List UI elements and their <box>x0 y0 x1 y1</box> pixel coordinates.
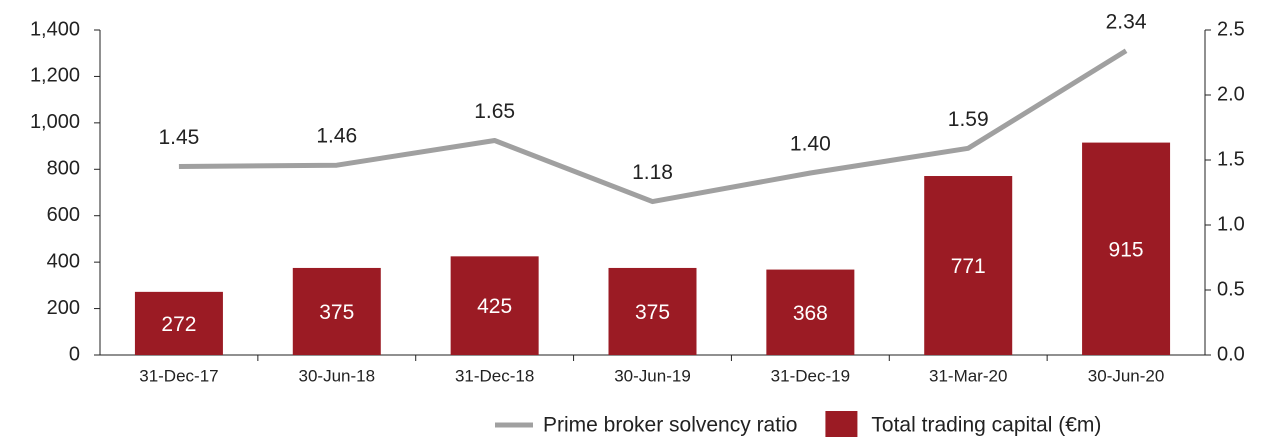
line-label: 1.40 <box>790 133 831 156</box>
x-tick-label: 31-Dec-17 <box>139 366 218 385</box>
legend-label: Total trading capital (€m) <box>871 414 1101 437</box>
bar <box>608 267 697 355</box>
y2-tick-label: 0.5 <box>1217 278 1245 300</box>
x-tick-label: 31-Dec-18 <box>455 366 534 385</box>
line-label: 1.65 <box>474 100 515 123</box>
bar-label: 425 <box>477 295 512 318</box>
bar-label: 272 <box>161 313 196 336</box>
y2-tick-label: 1.5 <box>1217 148 1245 170</box>
bar <box>134 291 223 355</box>
y2-tick-label: 2.5 <box>1217 18 1245 40</box>
y-tick-label: 1,000 <box>30 111 80 133</box>
bar-label: 375 <box>635 301 670 324</box>
line-label: 1.18 <box>632 161 673 184</box>
legend-label: Prime broker solvency ratio <box>543 414 797 437</box>
x-tick-label: 31-Dec-19 <box>771 366 850 385</box>
y-tick-label: 800 <box>47 158 80 180</box>
bar <box>924 176 1013 355</box>
x-tick-label: 30-Jun-19 <box>614 366 691 385</box>
y-tick-label: 600 <box>47 204 80 226</box>
line-label: 1.46 <box>316 125 357 148</box>
x-tick-label: 30-Jun-20 <box>1088 366 1165 385</box>
y-tick-label: 1,200 <box>30 65 80 87</box>
y2-tick-label: 1.0 <box>1217 213 1245 235</box>
bar <box>1082 142 1171 355</box>
bar-label: 771 <box>951 255 986 278</box>
bar <box>450 256 539 355</box>
x-tick-label: 31-Mar-20 <box>929 366 1007 385</box>
line-label: 1.59 <box>948 108 989 131</box>
x-tick-label: 30-Jun-18 <box>299 366 376 385</box>
y2-tick-label: 2.0 <box>1217 83 1245 105</box>
bar-label: 915 <box>1109 238 1144 261</box>
line-label: 1.45 <box>158 126 199 149</box>
legend-swatch <box>825 411 858 437</box>
line-label: 2.34 <box>1106 10 1147 33</box>
bar <box>292 267 381 355</box>
y-tick-label: 0 <box>69 343 80 365</box>
y-tick-label: 1,400 <box>30 18 80 40</box>
bar-label: 375 <box>319 301 354 324</box>
bar-label: 368 <box>793 302 828 325</box>
y-tick-label: 400 <box>47 250 80 272</box>
bar <box>766 269 855 355</box>
line <box>178 48 1128 205</box>
y2-tick-label: 0.0 <box>1217 343 1245 365</box>
y-tick-label: 200 <box>47 297 80 319</box>
